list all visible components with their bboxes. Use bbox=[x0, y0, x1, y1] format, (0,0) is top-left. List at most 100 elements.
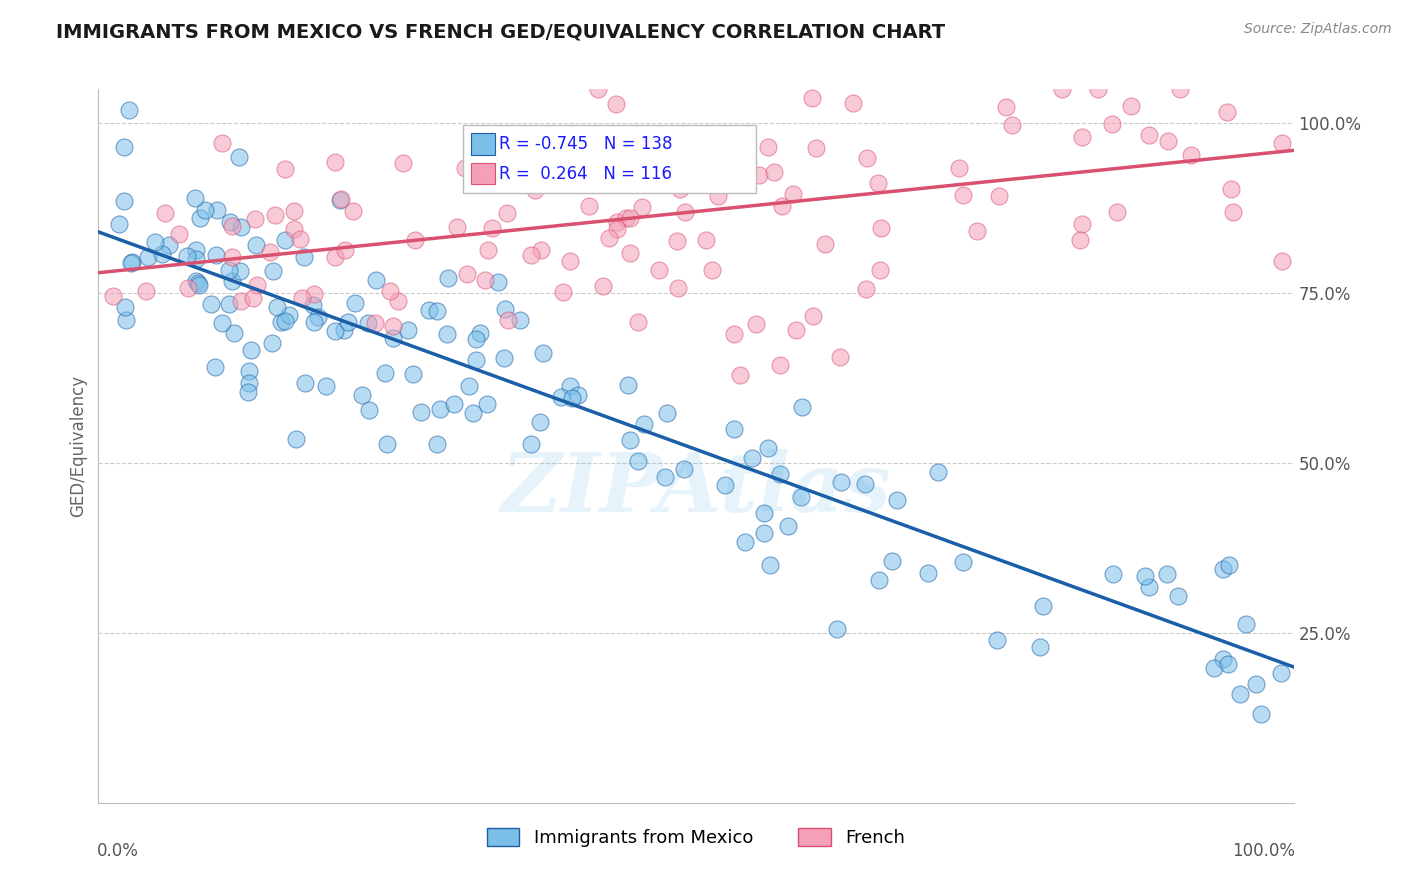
Point bbox=[627, 454, 650, 468]
Point bbox=[236, 384, 259, 399]
Point bbox=[246, 277, 269, 292]
Point bbox=[274, 314, 297, 328]
Point bbox=[382, 331, 405, 345]
Point bbox=[560, 253, 582, 268]
Point bbox=[221, 274, 243, 288]
Point bbox=[702, 169, 724, 183]
Point bbox=[283, 203, 305, 218]
Point bbox=[333, 244, 356, 258]
Text: R =  0.264   N = 116: R = 0.264 N = 116 bbox=[499, 165, 672, 183]
Point bbox=[1105, 205, 1128, 219]
Point bbox=[616, 378, 638, 392]
Point bbox=[524, 183, 547, 197]
Point bbox=[589, 144, 612, 158]
Point bbox=[364, 316, 387, 330]
Bar bbox=[471, 133, 495, 154]
Point bbox=[700, 263, 723, 277]
Point bbox=[496, 206, 519, 220]
Point bbox=[387, 294, 409, 309]
Point bbox=[152, 247, 174, 261]
Point bbox=[143, 235, 166, 249]
Point bbox=[323, 154, 346, 169]
Point bbox=[291, 291, 314, 305]
Point bbox=[221, 219, 243, 234]
Point bbox=[520, 247, 543, 261]
Point bbox=[1236, 617, 1258, 632]
Point bbox=[1102, 566, 1125, 581]
Point bbox=[176, 249, 198, 263]
Point bbox=[229, 263, 252, 277]
Point bbox=[553, 285, 575, 299]
Point bbox=[1156, 567, 1178, 582]
Point bbox=[184, 252, 207, 267]
Point bbox=[619, 433, 641, 447]
Point bbox=[785, 323, 807, 337]
Point bbox=[657, 406, 679, 420]
FancyBboxPatch shape bbox=[463, 125, 756, 193]
Point bbox=[190, 211, 212, 225]
Point bbox=[1050, 82, 1073, 96]
Point bbox=[830, 475, 852, 489]
Point bbox=[218, 215, 240, 229]
Point bbox=[494, 301, 516, 316]
Point bbox=[411, 405, 433, 419]
Point bbox=[801, 310, 824, 324]
Point bbox=[229, 293, 252, 308]
Point bbox=[619, 211, 641, 225]
Point bbox=[870, 221, 893, 235]
Point bbox=[332, 323, 354, 337]
Point bbox=[1156, 135, 1178, 149]
Point bbox=[1029, 640, 1052, 654]
Point bbox=[734, 535, 756, 549]
Point bbox=[481, 220, 503, 235]
Point bbox=[259, 244, 281, 259]
Point bbox=[868, 574, 890, 588]
Point bbox=[378, 285, 401, 299]
Point bbox=[1137, 580, 1160, 594]
Point bbox=[425, 436, 447, 450]
Point bbox=[155, 205, 177, 219]
Point bbox=[285, 433, 308, 447]
Text: IMMIGRANTS FROM MEXICO VS FRENCH GED/EQUIVALENCY CORRELATION CHART: IMMIGRANTS FROM MEXICO VS FRENCH GED/EQU… bbox=[56, 22, 945, 41]
Point bbox=[329, 193, 352, 207]
Point bbox=[723, 422, 745, 436]
Point bbox=[627, 315, 650, 329]
Point bbox=[550, 390, 572, 404]
Point bbox=[522, 133, 544, 147]
Point bbox=[323, 250, 346, 264]
Point bbox=[468, 326, 491, 341]
Point bbox=[1270, 666, 1292, 681]
Point bbox=[748, 168, 770, 182]
Point bbox=[240, 343, 263, 357]
Point bbox=[218, 263, 240, 277]
Point bbox=[673, 205, 696, 219]
Point bbox=[1212, 652, 1234, 666]
Text: R = -0.745   N = 138: R = -0.745 N = 138 bbox=[499, 135, 672, 153]
Point bbox=[856, 151, 879, 165]
Point bbox=[1001, 118, 1024, 132]
Point bbox=[477, 397, 499, 411]
Point bbox=[465, 332, 488, 346]
Point bbox=[288, 232, 311, 246]
Point bbox=[486, 275, 509, 289]
Point bbox=[756, 442, 779, 456]
Point bbox=[477, 243, 499, 257]
Point bbox=[605, 215, 627, 229]
Point bbox=[1220, 181, 1243, 195]
Point bbox=[337, 315, 360, 329]
Point bbox=[756, 140, 779, 154]
Text: 0.0%: 0.0% bbox=[97, 842, 139, 860]
Point bbox=[654, 470, 676, 484]
Point bbox=[801, 91, 824, 105]
Point bbox=[436, 326, 458, 341]
Point bbox=[404, 233, 426, 247]
Point bbox=[204, 360, 226, 375]
Point bbox=[200, 297, 222, 311]
Point bbox=[221, 250, 243, 264]
Point bbox=[792, 400, 814, 414]
Point bbox=[302, 287, 325, 301]
Point bbox=[228, 150, 250, 164]
Point bbox=[927, 465, 949, 479]
Point bbox=[1133, 568, 1156, 582]
Point bbox=[262, 264, 284, 278]
